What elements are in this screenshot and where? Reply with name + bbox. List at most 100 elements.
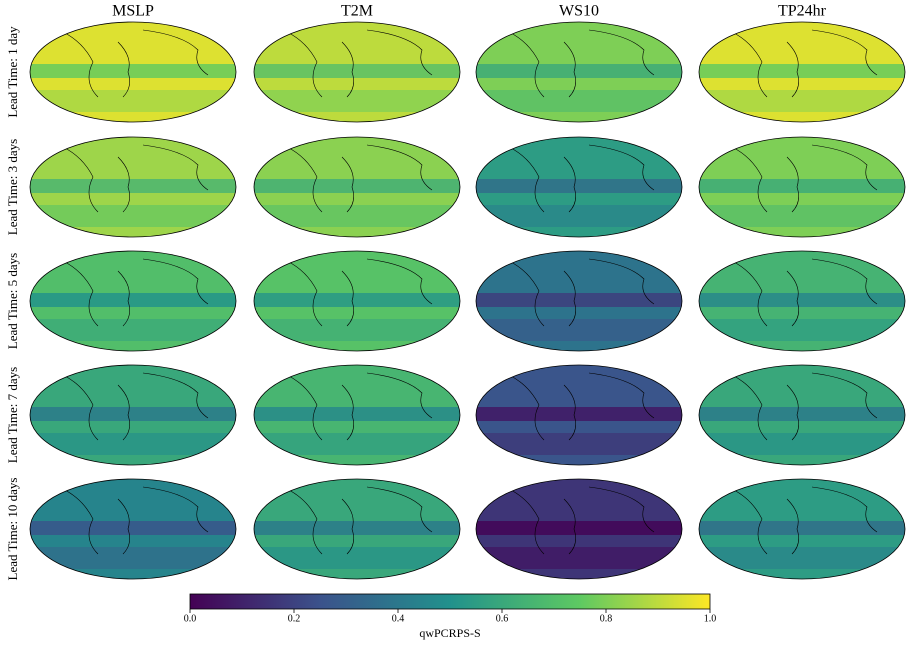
land-outline	[731, 144, 878, 213]
map-band	[476, 179, 682, 193]
map-band	[476, 90, 682, 112]
map-border	[253, 21, 461, 123]
column-title: MSLP	[112, 3, 154, 20]
land-outline	[731, 29, 878, 98]
column-title: TP24hr	[778, 3, 827, 20]
land-outline	[62, 486, 209, 555]
map	[254, 22, 460, 122]
land-outline	[508, 372, 655, 441]
map-band	[30, 319, 236, 341]
map-grid	[29, 21, 906, 580]
map-border	[29, 478, 237, 580]
land-outline	[286, 486, 433, 555]
map-band	[254, 64, 460, 78]
map-band	[30, 179, 236, 193]
map	[476, 137, 682, 237]
map	[699, 365, 905, 465]
map	[30, 479, 236, 579]
map	[30, 137, 236, 237]
land-outline	[62, 372, 209, 441]
map-band	[30, 433, 236, 455]
map-border	[29, 136, 237, 238]
map-band	[476, 293, 682, 307]
map	[699, 251, 905, 351]
land-outline	[508, 258, 655, 327]
map-band	[476, 521, 682, 535]
map-band	[254, 521, 460, 535]
map-band	[476, 407, 682, 421]
colorbar-label: qwPCRPS-S	[419, 626, 480, 640]
map-band	[254, 205, 460, 227]
map-band	[699, 179, 905, 193]
map-band	[476, 64, 682, 78]
map-band	[254, 179, 460, 193]
map-border	[29, 250, 237, 352]
land-outline	[286, 29, 433, 98]
land-outline	[286, 258, 433, 327]
map	[699, 22, 905, 122]
map-band	[30, 407, 236, 421]
map-band	[254, 319, 460, 341]
map-band	[30, 293, 236, 307]
map-band	[699, 319, 905, 341]
map-border	[698, 364, 906, 466]
colorbar-tick-label: 0.8	[600, 613, 613, 624]
colorbar-tick-label: 1.0	[704, 613, 717, 624]
row-label: Lead Time: 7 days	[5, 367, 20, 463]
map-band	[30, 90, 236, 112]
land-outline	[731, 372, 878, 441]
land-outline	[508, 486, 655, 555]
map-border	[475, 250, 683, 352]
map	[476, 365, 682, 465]
map	[30, 251, 236, 351]
map-band	[699, 64, 905, 78]
map-border	[475, 364, 683, 466]
map	[254, 137, 460, 237]
map-band	[254, 293, 460, 307]
row-label: Lead Time: 3 days	[5, 139, 20, 235]
map-border	[253, 250, 461, 352]
map	[254, 251, 460, 351]
map-border	[475, 478, 683, 580]
map-band	[30, 547, 236, 569]
map-band	[476, 319, 682, 341]
colorbar-tick-label: 0.6	[496, 613, 509, 624]
map-border	[253, 478, 461, 580]
map-band	[254, 90, 460, 112]
map	[30, 22, 236, 122]
map-border	[253, 136, 461, 238]
land-outline	[286, 372, 433, 441]
map-band	[254, 547, 460, 569]
map-band	[476, 205, 682, 227]
land-outline	[62, 29, 209, 98]
land-outline	[62, 258, 209, 327]
map-band	[699, 433, 905, 455]
map-band	[699, 521, 905, 535]
colorbar-tick-label: 0.0	[184, 613, 197, 624]
map-border	[698, 136, 906, 238]
map-border	[29, 364, 237, 466]
land-outline	[508, 29, 655, 98]
map-band	[699, 293, 905, 307]
map-band	[476, 547, 682, 569]
map-border	[475, 21, 683, 123]
map	[476, 479, 682, 579]
colorbar	[189, 593, 711, 610]
map-border	[698, 250, 906, 352]
map-band	[30, 205, 236, 227]
map-border	[253, 364, 461, 466]
land-outline	[286, 144, 433, 213]
map	[699, 479, 905, 579]
land-outline	[508, 144, 655, 213]
row-label: Lead Time: 1 day	[5, 26, 20, 118]
map-band	[476, 433, 682, 455]
row-label: Lead Time: 10 days	[5, 478, 20, 581]
map-band	[254, 433, 460, 455]
map-band	[254, 407, 460, 421]
map	[476, 22, 682, 122]
map-band	[699, 547, 905, 569]
row-label: Lead Time: 5 days	[5, 253, 20, 349]
colorbar-tick-label: 0.2	[288, 613, 301, 624]
